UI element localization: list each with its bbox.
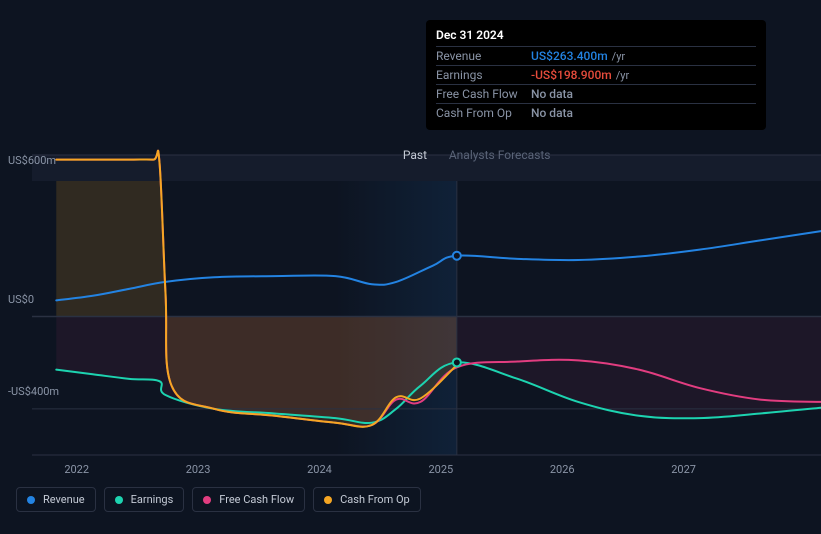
tooltip-row-label: Revenue <box>436 49 531 63</box>
legend-dot-icon <box>324 496 332 504</box>
legend-item-revenue[interactable]: Revenue <box>16 487 96 512</box>
legend-label: Revenue <box>43 493 85 506</box>
tooltip-row-label: Free Cash Flow <box>436 87 531 101</box>
tooltip-row-unit: /yr <box>612 50 625 63</box>
legend-item-earnings[interactable]: Earnings <box>104 487 185 512</box>
tooltip-row-value: -US$198.900m <box>531 68 612 82</box>
legend: Revenue Earnings Free Cash Flow Cash From O… <box>16 487 421 512</box>
tooltip-rows: RevenueUS$263.400m/yrEarnings-US$198.900… <box>436 46 756 122</box>
tooltip-row-label: Earnings <box>436 68 531 82</box>
x-tick-label: 2027 <box>671 463 696 476</box>
y-tick-label: -US$400m <box>8 385 59 398</box>
tooltip-title: Dec 31 2024 <box>436 28 756 42</box>
legend-dot-icon <box>115 496 123 504</box>
x-tick-label: 2023 <box>186 463 211 476</box>
x-tick-label: 2024 <box>307 463 332 476</box>
tooltip-row-unit: /yr <box>616 69 629 82</box>
legend-dot-icon <box>203 496 211 504</box>
tooltip-row-value: US$263.400m <box>531 49 608 63</box>
tooltip-row-value: No data <box>531 87 573 101</box>
x-tick-label: 2025 <box>428 463 453 476</box>
legend-dot-icon <box>27 496 35 504</box>
legend-item-cfo[interactable]: Cash From Op <box>313 487 421 512</box>
tooltip-row-label: Cash From Op <box>436 106 531 120</box>
tooltip-row: Free Cash FlowNo data <box>436 84 756 103</box>
tooltip: Dec 31 2024 RevenueUS$263.400m/yrEarning… <box>426 20 766 130</box>
legend-item-fcf[interactable]: Free Cash Flow <box>192 487 305 512</box>
x-tick-label: 2026 <box>550 463 575 476</box>
section-label-past: Past <box>403 148 427 162</box>
legend-label: Cash From Op <box>340 493 410 506</box>
tooltip-row: RevenueUS$263.400m/yr <box>436 46 756 65</box>
legend-label: Free Cash Flow <box>219 493 294 506</box>
tooltip-row: Earnings-US$198.900m/yr <box>436 65 756 84</box>
y-tick-label: US$0 <box>8 293 34 306</box>
legend-label: Earnings <box>131 493 174 506</box>
y-tick-label: US$600m <box>8 154 56 167</box>
tooltip-row-value: No data <box>531 106 573 120</box>
section-label-forecast: Analysts Forecasts <box>449 148 551 162</box>
x-tick-label: 2022 <box>64 463 89 476</box>
tooltip-row: Cash From OpNo data <box>436 103 756 122</box>
